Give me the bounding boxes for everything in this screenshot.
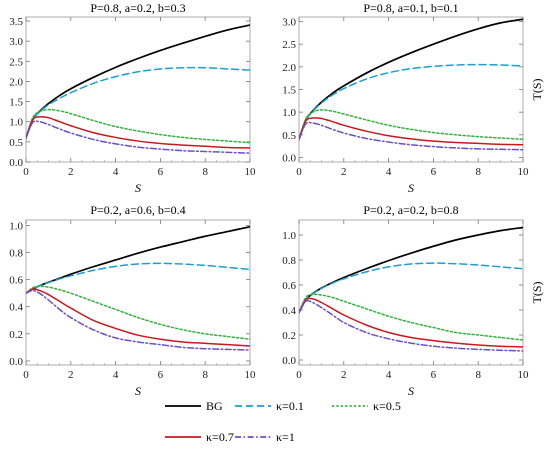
series-line-3 [299,109,523,141]
y-tick-label: 0.4 [9,302,23,314]
panel-2: P=0.8, a=0.1, b=0.1 0 2 4 6 8 10 0.0 0.5 1.0 1.5 2.… [282,1,544,195]
panel-3: P=0.2, a=0.6, b=0.4 0 2 4 6 8 10 0.0 0.2 0.4 0.6 0.… [9,203,256,398]
y-tick-label: 0.8 [282,255,296,267]
panels: P=0.8, a=0.2, b=0.3 0 2 4 6 8 10 0.0 0.5 1.0 1.5 2.… [9,1,544,398]
y-tick-label: 1.5 [282,85,296,97]
series-line-5 [26,120,250,154]
series-line-4 [26,116,250,149]
series-line-2 [26,262,250,294]
legend-label: κ=0.1 [276,399,304,413]
legend-label: κ=1 [276,430,295,444]
panel-title: P=0.2, a=0.6, b=0.4 [90,203,185,217]
x-tick-label: 8 [202,166,208,178]
y-tick-label: 2.0 [282,62,296,74]
x-tick-label: 8 [475,166,481,178]
y-tick-label: 1.0 [9,117,23,129]
series-group [299,226,523,352]
series-line-3 [299,293,523,341]
series-line-3 [26,285,250,340]
x-tick-label: 2 [68,369,74,381]
panel-title: P=0.2, a=0.2, b=0.8 [363,203,458,217]
series-line-4 [299,297,523,348]
series-line-4 [299,117,523,146]
x-tick-label: 2 [341,166,347,178]
x-axis-label: S [408,384,414,398]
panel-title: P=0.8, a=0.1, b=0.1 [363,1,458,15]
y-tick-label: 1.0 [282,107,296,119]
panel-4: P=0.2, a=0.2, b=0.8 0 2 4 6 8 10 0.0 0.2 0.4 0.6 0.… [282,203,544,398]
y-tick-label: 2.5 [9,56,23,68]
x-tick-label: 10 [245,166,257,178]
y-tick-label: 3.5 [9,16,23,28]
y-axis-label: T(S) [530,79,544,101]
y-tick-label: 0.2 [9,329,23,341]
legend-label: κ=0.5 [373,399,401,413]
series-line-3 [26,108,250,144]
legend: BG κ=0.1 κ=0.5 κ=0.7 κ=1 [165,399,401,444]
legend-label: κ=0.7 [206,430,234,444]
legend-item-3: κ=0.5 [332,399,401,413]
y-tick-label: 0.0 [9,157,23,169]
legend-label: BG [206,399,223,413]
y-tick-label: 0.5 [9,137,23,149]
series-line-5 [26,289,250,351]
series-line-5 [299,121,523,151]
x-tick-label: 2 [68,166,74,178]
y-tick-label: 0.5 [282,130,296,142]
x-tick-label: 0 [296,166,302,178]
y-tick-label: 0.6 [282,280,296,292]
legend-item-5: κ=1 [235,430,295,444]
series-group [26,225,250,351]
y-tick-label: 0.4 [282,305,296,317]
y-tick-label: 1.0 [282,230,296,242]
x-tick-label: 10 [518,369,530,381]
series-line-2 [26,66,250,139]
x-tick-label: 8 [202,369,208,381]
x-tick-label: 6 [158,369,164,381]
series-line-4 [26,288,250,347]
x-tick-label: 10 [518,166,530,178]
y-tick-label: 2.0 [9,76,23,88]
y-tick-label: 0.0 [9,356,23,368]
y-tick-label: 3.0 [9,36,23,48]
y-tick-label: 0.0 [282,355,296,367]
x-tick-label: 4 [386,369,392,381]
x-tick-label: 10 [245,369,257,381]
x-tick-label: 4 [113,166,119,178]
x-tick-label: 4 [113,369,119,381]
series-line-5 [299,299,523,352]
series-line-2 [299,262,523,314]
x-axis-label: S [408,181,414,195]
series-group [26,24,250,154]
panel-title: P=0.8, a=0.2, b=0.3 [90,1,185,15]
x-axis-label: S [135,384,141,398]
x-tick-label: 0 [296,369,302,381]
series-group [299,18,523,151]
x-tick-label: 0 [23,166,29,178]
y-tick-label: 1.0 [9,220,23,232]
legend-item-4: κ=0.7 [165,430,234,444]
legend-item-1: BG [165,399,223,413]
y-tick-label: 0.0 [282,152,296,164]
x-tick-label: 6 [431,166,437,178]
y-axis-label: T(S) [530,282,544,304]
x-tick-label: 6 [158,166,164,178]
y-tick-label: 1.5 [9,97,23,109]
x-tick-label: 0 [23,369,29,381]
y-tick-label: 0.8 [9,248,23,260]
x-tick-label: 8 [475,369,481,381]
legend-item-2: κ=0.1 [235,399,304,413]
y-tick-label: 0.2 [282,330,296,342]
y-tick-label: 0.6 [9,275,23,287]
y-tick-label: 2.5 [282,39,296,51]
x-axis-label: S [135,181,141,195]
x-tick-label: 2 [341,369,347,381]
x-tick-label: 4 [386,166,392,178]
x-tick-label: 6 [431,369,437,381]
panel-1: P=0.8, a=0.2, b=0.3 0 2 4 6 8 10 0.0 0.5 1.0 1.5 2.… [9,1,256,195]
y-tick-label: 3.0 [282,17,296,29]
